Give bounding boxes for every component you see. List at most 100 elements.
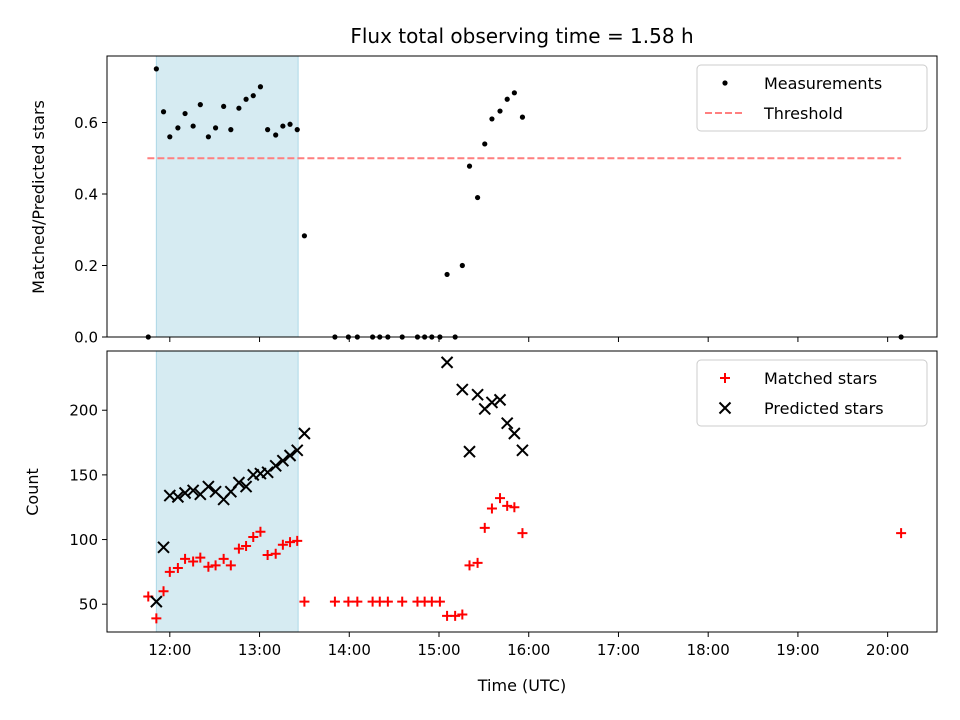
bottom-y-axis-label: Count (23, 468, 42, 516)
top-axes-frame (106, 55, 938, 338)
x-axis-label: Time (UTC) (477, 676, 566, 695)
bottom-panel: 50 100 150 200 12:00 13:00 14:00 15:00 16:00 17:0… (69, 350, 938, 659)
top-point-9 (205, 134, 211, 140)
x-tick-label: 18:00 (687, 641, 730, 659)
top-y-tick-label: 0.6 (74, 114, 98, 132)
x-tick-label: 16:00 (507, 641, 550, 659)
bottom-matched-point-10 (210, 560, 221, 571)
bottom-matched-point-7 (188, 556, 199, 567)
top-legend-marker-dot (722, 80, 728, 86)
bottom-predicted-point-6 (186, 484, 200, 497)
bottom-matched-point-44 (517, 528, 528, 539)
top-y-axis-label: Matched/Predicted stars (29, 100, 48, 294)
bottom-predicted-point-24 (463, 445, 476, 458)
bottom-matched-point-40 (486, 503, 497, 514)
bottom-predicted-point-20 (291, 444, 304, 457)
bottom-axes-frame (106, 350, 938, 633)
top-point-6 (182, 110, 188, 117)
bottom-matched-point-28 (382, 596, 393, 607)
bottom-predicted-point-27 (485, 396, 499, 409)
bottom-predicted-point-31 (516, 444, 529, 457)
top-point-43 (511, 90, 517, 96)
top-point-21 (294, 127, 300, 133)
bottom-predicted-point-12 (232, 476, 246, 489)
bottom-predicted-point-16 (261, 466, 274, 479)
bottom-matched-point-23 (329, 596, 340, 607)
top-legend-label: Measurements (764, 74, 882, 93)
bottom-legend-marker-plus (720, 373, 730, 383)
bottom-matched-point-2 (151, 613, 162, 624)
top-point-39 (482, 141, 488, 147)
bottom-matched-point-36 (457, 609, 468, 620)
bottom-predicted-point-2 (157, 541, 170, 554)
bottom-matched-point-42 (502, 500, 513, 511)
bottom-predicted-point-28 (493, 393, 507, 407)
top-point-40 (489, 116, 495, 122)
bottom-legend-label: Predicted stars (764, 399, 884, 418)
top-y-tick-label: 0.0 (74, 329, 98, 347)
bottom-predicted-point-13 (239, 480, 253, 493)
top-point-2 (153, 66, 159, 72)
bottom-matched-point-20 (285, 537, 296, 548)
x-tick-label: 14:00 (328, 641, 371, 659)
bottom-series-2 (150, 356, 529, 608)
bottom-matched-point-17 (262, 550, 273, 561)
top-point-34 (444, 271, 450, 278)
top-y-tick-label: 0.4 (74, 185, 98, 203)
bottom-predicted-point-19 (283, 449, 297, 462)
bottom-matched-point-37 (464, 560, 475, 571)
bottom-matched-point-3 (158, 586, 169, 597)
bottom-matched-point-35 (450, 610, 461, 621)
top-point-37 (466, 163, 473, 169)
top-panel: 0.0 0.2 0.4 0.6 Measurements Threshold (74, 55, 938, 347)
bottom-matched-point-9 (203, 561, 214, 572)
bottom-predicted-point-23 (456, 383, 469, 396)
top-point-11 (221, 103, 227, 110)
top-point-12 (228, 127, 234, 133)
bottom-matched-point-22 (299, 596, 310, 607)
top-point-42 (504, 96, 510, 102)
bottom-matched-point-12 (225, 560, 236, 571)
top-legend-box (696, 64, 928, 132)
bottom-legend-label: Matched stars (764, 369, 877, 388)
top-point-7 (190, 123, 196, 129)
top-point-22 (301, 233, 308, 239)
bottom-series-1 (143, 493, 907, 624)
top-point-8 (197, 102, 203, 108)
top-point-3 (160, 109, 167, 115)
bottom-y-tick-label: 50 (79, 596, 98, 614)
bottom-legend-marker-x (718, 401, 732, 415)
bottom-matched-point-29 (397, 596, 408, 607)
top-point-44 (519, 114, 526, 120)
bottom-predicted-point-4 (171, 490, 185, 504)
top-point-20 (287, 121, 293, 127)
bottom-predicted-point-25 (471, 388, 484, 401)
top-point-5 (175, 125, 181, 131)
top-point-41 (497, 108, 503, 114)
bottom-predicted-point-22 (440, 356, 454, 369)
bottom-legend-box (696, 359, 928, 427)
top-y-tick-label: 0.2 (74, 257, 98, 275)
x-tick-label: 13:00 (238, 641, 281, 659)
bottom-y-tick-label: 100 (69, 531, 98, 549)
bottom-matched-point-8 (195, 552, 206, 563)
top-point-16 (257, 84, 264, 90)
bottom-y-tick-label: 150 (69, 466, 98, 484)
bottom-matched-point-21 (292, 535, 303, 546)
top-legend: Measurements Threshold (696, 64, 928, 132)
bottom-y-tick-label: 200 (69, 402, 98, 420)
top-point-36 (459, 262, 465, 269)
bottom-predicted-point-5 (178, 486, 192, 500)
top-point-14 (243, 96, 249, 102)
top-point-4 (167, 134, 173, 140)
bottom-matched-point-24 (343, 596, 354, 607)
bottom-matched-point-14 (241, 541, 252, 552)
bottom-matched-point-43 (509, 502, 520, 513)
bottom-legend: Matched stars Predicted stars (696, 359, 928, 427)
bottom-predicted-point-8 (202, 480, 215, 493)
chart-title: Flux total observing time = 1.58 h (350, 24, 693, 48)
bottom-matched-point-39 (479, 522, 490, 533)
top-series-1 (145, 66, 904, 340)
bottom-matched-point-25 (352, 596, 363, 607)
